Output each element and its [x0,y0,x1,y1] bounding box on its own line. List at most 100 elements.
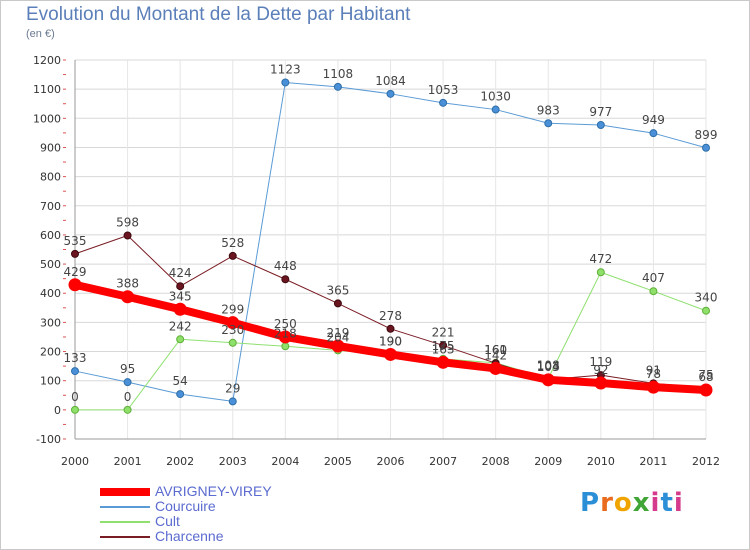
data-label-courcuire: 899 [695,128,718,142]
data-label-cult: 175 [432,339,455,353]
logo-letter: i [673,488,684,518]
data-label-charcenne: 528 [221,236,244,250]
data-label-charcenne: 91 [646,363,661,377]
data-point-charcenne [123,231,132,240]
data-label-charcenne: 160 [484,343,507,357]
data-point-courcuire [544,119,553,128]
legend-label-cult: Cult [155,513,180,529]
legend-swatch-charcenne [100,535,150,538]
data-point-avrigney-virey [594,376,608,390]
data-label-courcuire: 1123 [270,62,301,76]
data-point-courcuire [596,121,605,130]
data-label-cult: 218 [274,326,297,340]
data-point-avrigney-virey [278,330,292,344]
data-point-avrigney-virey [331,339,345,353]
data-label-avrigney-virey: 250 [274,317,297,331]
data-label-cult: 0 [71,390,79,404]
legend-label-charcenne: Charcenne [155,528,224,544]
legend-label-avrigney-virey: AVRIGNEY-VIREY [155,483,272,499]
y-tick-label: 800 [40,171,61,184]
data-point-charcenne [333,299,342,308]
data-label-courcuire: 1108 [323,67,354,81]
data-point-courcuire [228,397,237,406]
data-label-courcuire: 1053 [428,83,459,97]
logo-letter: o [613,488,633,518]
data-label-cult: 161 [484,343,507,357]
data-label-avrigney-virey: 299 [221,303,244,317]
data-point-charcenne [281,275,290,284]
data-point-avrigney-virey [489,361,503,375]
data-label-charcenne: 424 [169,266,192,280]
data-point-courcuire [71,367,79,376]
data-label-cult: 204 [326,330,349,344]
data-label-cult: 242 [169,319,192,333]
y-tick-label: 1000 [33,112,61,125]
data-point-courcuire [281,78,290,87]
data-point-cult [649,287,658,296]
data-label-courcuire: 54 [173,374,188,388]
data-point-charcenne [71,249,79,258]
data-point-charcenne [228,251,237,260]
x-tick-label: 2003 [219,455,247,468]
data-point-courcuire [123,378,132,387]
data-label-avrigney-virey: 142 [484,348,507,362]
data-point-avrigney-virey [384,347,397,361]
data-label-avrigney-virey: 163 [432,342,455,356]
legend-label-courcuire: Courcuire [155,498,216,514]
data-label-avrigney-virey: 388 [116,277,139,291]
x-tick-label: 2011 [639,455,667,468]
data-label-courcuire: 977 [589,105,612,119]
data-point-courcuire [491,105,500,114]
data-point-cult [702,306,710,315]
data-label-charcenne: 448 [274,259,297,273]
data-point-courcuire [333,82,342,91]
data-label-avrigney-virey: 92 [593,363,608,377]
data-label-courcuire: 1084 [375,74,406,88]
data-label-cult: 340 [695,291,718,305]
x-tick-label: 2012 [692,455,720,468]
data-label-avrigney-virey: 190 [379,334,402,348]
data-label-cult: 0 [124,390,132,404]
logo-letter: r [600,488,614,518]
data-point-avrigney-virey [699,383,713,397]
data-point-cult [596,268,605,277]
x-tick-label: 2001 [114,455,142,468]
x-tick-label: 2010 [587,455,615,468]
data-point-charcenne [176,282,185,291]
data-label-courcuire: 29 [225,381,240,395]
data-label-cult: 230 [221,323,244,337]
data-label-cult: 190 [379,334,402,348]
data-point-courcuire [649,129,658,138]
data-point-avrigney-virey [436,355,450,369]
data-label-courcuire: 133 [64,351,87,365]
y-tick-label: 500 [40,258,61,271]
legend-item-courcuire: Courcuire [100,499,272,514]
logo-letter: x [632,488,651,518]
legend-item-avrigney-virey: AVRIGNEY-VIREY [100,484,272,499]
data-label-charcenne: 278 [379,309,402,323]
data-label-charcenne: 598 [116,216,139,230]
data-point-cult [71,405,79,414]
y-tick-label: 100 [40,375,61,388]
data-label-courcuire: 983 [537,103,560,117]
x-tick-label: 2004 [271,455,299,468]
data-label-charcenne: 119 [589,355,612,369]
data-label-cult: 472 [589,252,612,266]
legend-swatch-courcuire [100,505,150,508]
data-label-charcenne: 104 [537,360,560,374]
data-point-avrigney-virey [646,380,660,394]
data-point-avrigney-virey [68,278,82,292]
y-tick-label: 600 [40,229,61,242]
data-label-avrigney-virey: 429 [64,265,87,279]
data-label-avrigney-virey: 68 [698,370,713,384]
x-tick-label: 2005 [324,455,352,468]
data-label-charcenne: 535 [64,234,87,248]
data-point-courcuire [439,98,448,107]
data-label-courcuire: 1030 [480,90,511,104]
legend-swatch-avrigney-virey [100,487,150,496]
data-point-avrigney-virey [121,290,135,304]
y-tick-label: 1100 [33,83,61,96]
x-tick-label: 2006 [377,455,405,468]
y-tick-label: 200 [40,346,61,359]
